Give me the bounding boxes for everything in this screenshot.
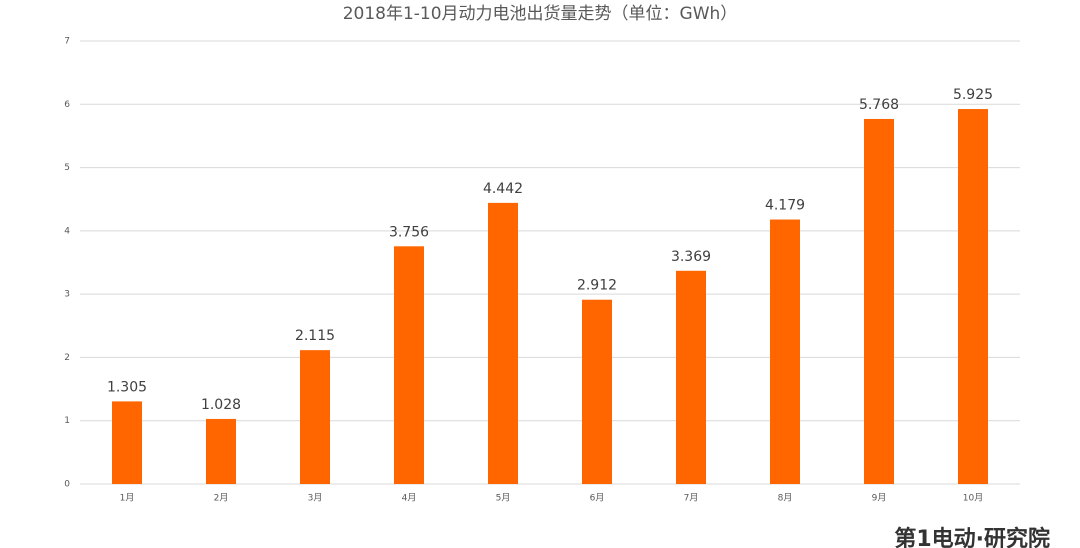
data-label: 3.756	[389, 224, 429, 240]
x-tick-label: 10月	[963, 493, 983, 504]
bar	[958, 109, 988, 485]
x-tick-label: 1月	[120, 493, 135, 504]
y-tick-label: 4	[64, 226, 70, 236]
data-label: 4.442	[483, 181, 523, 197]
data-label: 5.768	[859, 97, 899, 113]
bar	[676, 270, 706, 484]
x-tick-label: 6月	[590, 493, 605, 504]
data-label: 4.179	[765, 198, 805, 214]
bar	[864, 118, 894, 484]
data-label: 5.925	[953, 87, 993, 103]
y-tick-label: 1	[64, 416, 70, 426]
data-label: 3.369	[671, 249, 711, 265]
x-tick-label: 9月	[872, 493, 887, 504]
y-tick-label: 5	[64, 163, 70, 173]
y-tick-label: 3	[64, 290, 70, 300]
bar	[206, 418, 236, 484]
x-tick-label: 7月	[684, 493, 699, 504]
x-tick-label: 2月	[214, 493, 229, 504]
x-tick-label: 8月	[778, 493, 793, 504]
y-tick-label: 2	[64, 353, 70, 363]
bar	[488, 202, 518, 484]
x-tick-label: 4月	[402, 493, 417, 504]
x-tick-label: 5月	[496, 493, 511, 504]
x-tick-label: 3月	[308, 493, 323, 504]
y-tick-label: 0	[64, 480, 70, 490]
bar	[300, 350, 330, 484]
y-tick-label: 7	[64, 37, 70, 47]
data-label: 1.028	[201, 397, 241, 413]
chart-title: 2018年1-10月动力电池出货量走势（单位：GWh）	[343, 4, 738, 24]
data-label: 1.305	[107, 379, 147, 395]
bar	[394, 246, 424, 484]
bar	[582, 299, 612, 484]
watermark: 第1电动·研究院	[894, 526, 1050, 548]
bar	[770, 219, 800, 485]
data-label: 2.115	[295, 328, 335, 344]
y-tick-label: 6	[64, 100, 70, 110]
data-label: 2.912	[577, 278, 617, 294]
bar	[112, 401, 142, 484]
